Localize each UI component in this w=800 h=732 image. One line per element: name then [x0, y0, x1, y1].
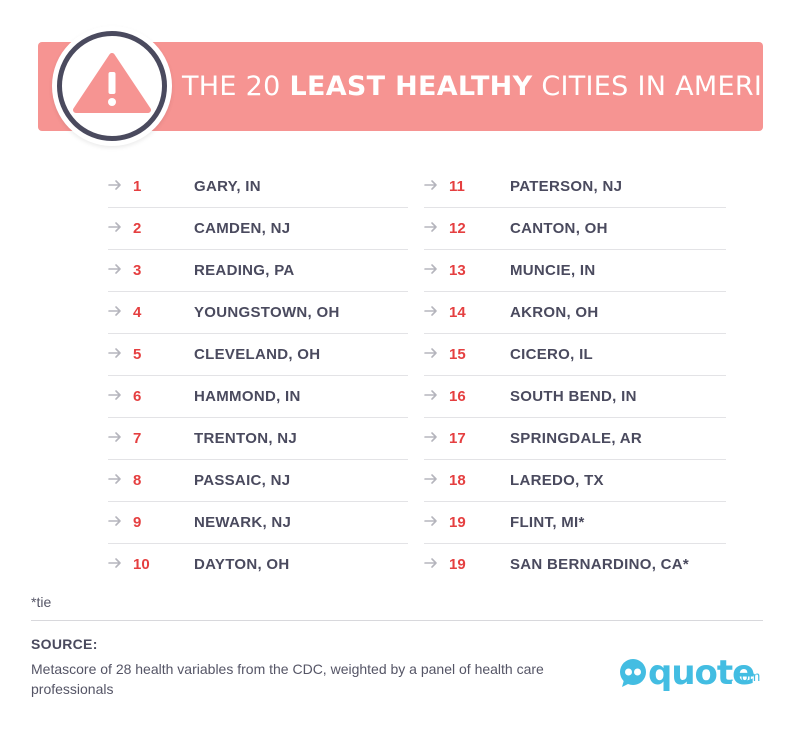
city-name: YOUNGSTOWN, OH — [194, 304, 340, 321]
arrow-right-icon — [424, 390, 437, 400]
rank-number: 8 — [133, 472, 142, 489]
rank-number: 3 — [133, 262, 142, 279]
list-item: 7 TRENTON, NJ — [108, 418, 408, 460]
city-name: TRENTON, NJ — [194, 430, 298, 447]
arrow-right-icon — [108, 264, 121, 274]
warning-badge-ring — [57, 31, 167, 141]
quote-logo: quote .com — [618, 653, 768, 693]
rank-number: 1 — [133, 178, 142, 195]
arrow-right-icon — [424, 306, 437, 316]
list-item: 15 CICERO, IL — [424, 334, 726, 376]
city-name: DAYTON, OH — [194, 556, 290, 573]
city-name: FLINT, MI* — [510, 514, 585, 531]
rank-number: 19 — [449, 556, 466, 573]
city-name: AKRON, OH — [510, 304, 599, 321]
arrow-right-icon — [424, 516, 437, 526]
list-item: 8 PASSAIC, NJ — [108, 460, 408, 502]
list-item: 17 SPRINGDALE, AR — [424, 418, 726, 460]
arrow-right-icon — [108, 474, 121, 484]
city-name: READING, PA — [194, 262, 295, 279]
rank-number: 19 — [449, 514, 466, 531]
city-name: SOUTH BEND, IN — [510, 388, 637, 405]
list-item: 19 SAN BERNARDINO, CA* — [424, 544, 726, 586]
list-item: 2 CAMDEN, NJ — [108, 208, 408, 250]
quote-bubble-icon — [620, 659, 646, 687]
list-item: 9 NEWARK, NJ — [108, 502, 408, 544]
tie-footnote: *tie — [31, 594, 52, 610]
city-name: PATERSON, NJ — [510, 178, 623, 195]
rank-number: 10 — [133, 556, 150, 573]
city-name: CICERO, IL — [510, 346, 594, 363]
rank-number: 2 — [133, 220, 142, 237]
rank-number: 4 — [133, 304, 142, 321]
city-name: HAMMOND, IN — [194, 388, 301, 405]
city-name: PASSAIC, NJ — [194, 472, 291, 489]
rank-number: 13 — [449, 262, 466, 279]
list-item: 10 DAYTON, OH — [108, 544, 408, 586]
arrow-right-icon — [108, 432, 121, 442]
arrow-right-icon — [108, 558, 121, 568]
arrow-right-icon — [424, 432, 437, 442]
arrow-right-icon — [424, 264, 437, 274]
list-item: 5 CLEVELAND, OH — [108, 334, 408, 376]
ranking-list-right: 11 PATERSON, NJ 12 CANTON, OH 13 MUNCIE, IN 14… — [424, 166, 726, 586]
rank-number: 16 — [449, 388, 466, 405]
source-text: Metascore of 28 health variables from th… — [31, 661, 544, 697]
rank-number: 17 — [449, 430, 466, 447]
arrow-right-icon — [424, 348, 437, 358]
rank-number: 5 — [133, 346, 142, 363]
list-item: 18 LAREDO, TX — [424, 460, 726, 502]
rank-number: 7 — [133, 430, 142, 447]
list-item: 16 SOUTH BEND, IN — [424, 376, 726, 418]
rank-number: 12 — [449, 220, 466, 237]
city-name: LAREDO, TX — [510, 472, 604, 489]
arrow-right-icon — [108, 390, 121, 400]
logo-tld: .com — [730, 668, 761, 684]
arrow-right-icon — [108, 348, 121, 358]
list-item: 14 AKRON, OH — [424, 292, 726, 334]
rank-number: 6 — [133, 388, 142, 405]
city-name: MUNCIE, IN — [510, 262, 596, 279]
list-item: 13 MUNCIE, IN — [424, 250, 726, 292]
list-item: 19 FLINT, MI* — [424, 502, 726, 544]
logo-word: quote — [648, 653, 755, 693]
list-item: 3 READING, PA — [108, 250, 408, 292]
arrow-right-icon — [108, 306, 121, 316]
rank-number: 9 — [133, 514, 142, 531]
warning-icon — [73, 53, 151, 113]
city-name: CAMDEN, NJ — [194, 220, 291, 237]
page-title: THE 20 LEAST HEALTHY CITIES IN AMERICA — [182, 71, 800, 102]
list-item: 6 HAMMOND, IN — [108, 376, 408, 418]
arrow-right-icon — [108, 222, 121, 232]
city-name: SPRINGDALE, AR — [510, 430, 642, 447]
list-item: 1 GARY, IN — [108, 166, 408, 208]
list-item: 12 CANTON, OH — [424, 208, 726, 250]
divider — [31, 620, 763, 621]
list-item: 11 PATERSON, NJ — [424, 166, 726, 208]
rank-number: 14 — [449, 304, 466, 321]
city-name: CANTON, OH — [510, 220, 608, 237]
arrow-right-icon — [424, 474, 437, 484]
arrow-right-icon — [424, 558, 437, 568]
city-name: GARY, IN — [194, 178, 261, 195]
rank-number: 15 — [449, 346, 466, 363]
city-name: SAN BERNARDINO, CA* — [510, 556, 690, 573]
list-item: 4 YOUNGSTOWN, OH — [108, 292, 408, 334]
city-name: CLEVELAND, OH — [194, 346, 321, 363]
arrow-right-icon — [424, 222, 437, 232]
arrow-right-icon — [108, 180, 121, 190]
city-name: NEWARK, NJ — [194, 514, 292, 531]
arrow-right-icon — [108, 516, 121, 526]
rank-number: 11 — [449, 178, 465, 195]
source-label: SOURCE: — [31, 636, 98, 652]
ranking-list-left: 1 GARY, IN 2 CAMDEN, NJ 3 READING, PA 4 YOUNGST… — [108, 166, 408, 586]
rank-number: 18 — [449, 472, 466, 489]
arrow-right-icon — [424, 180, 437, 190]
